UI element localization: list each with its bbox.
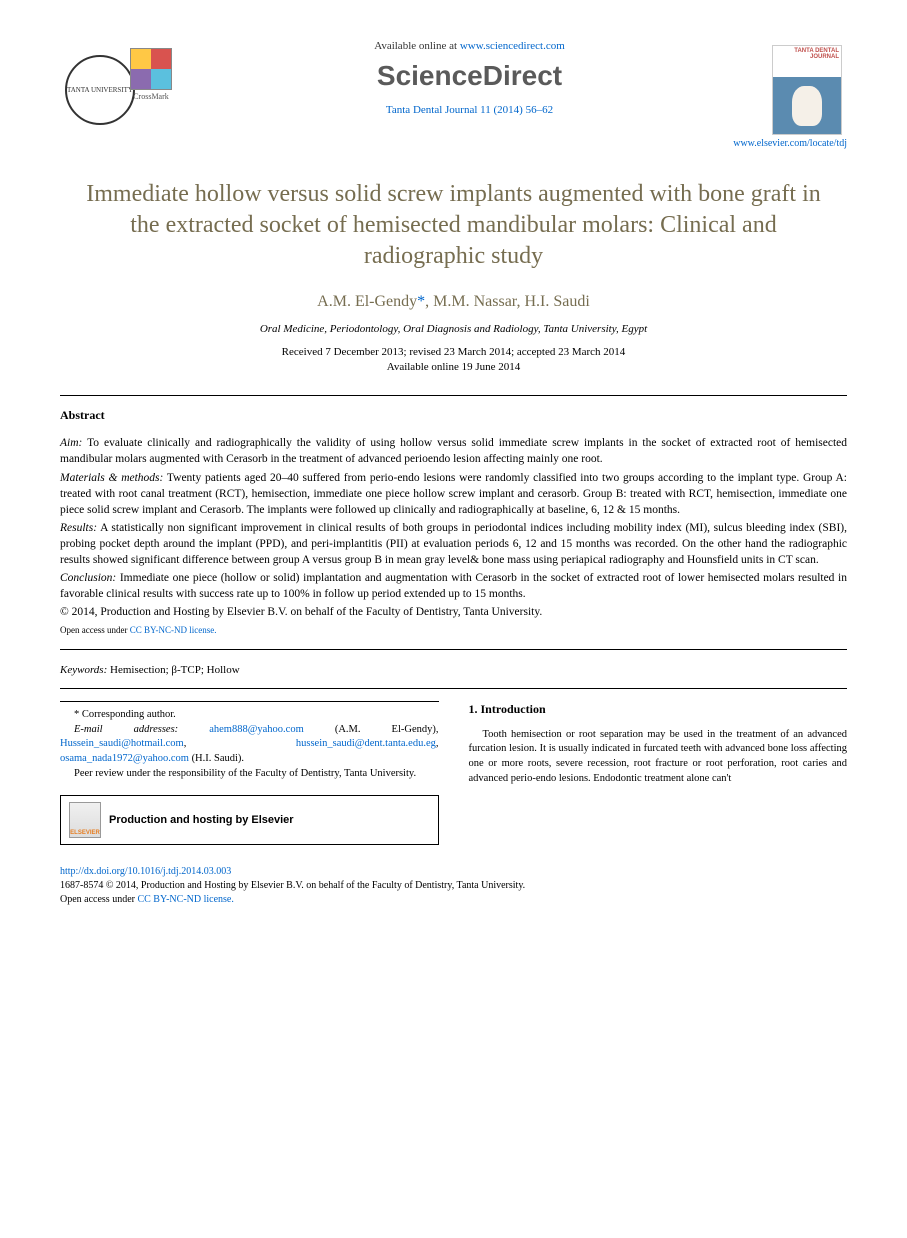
email-addresses: E-mail addresses: ahem888@yahoo.com (A.M… [60,723,439,767]
crossmark-icon [130,48,172,90]
sciencedirect-logo: ScienceDirect [172,60,767,92]
peer-review-note: Peer review under the responsibility of … [60,767,439,782]
results-text: A statistically non significant improvem… [60,522,847,566]
authors: A.M. El-Gendy*, M.M. Nassar, H.I. Saudi [60,293,847,311]
crossmark-badge[interactable]: CrossMark [130,48,172,101]
issn-line: 1687-8574 © 2014, Production and Hosting… [60,879,847,893]
cover-title: TANTA DENTAL JOURNAL [773,48,839,60]
rule-bottom [60,688,847,689]
keywords-text: Hemisection; β-TCP; Hollow [107,664,239,676]
article-title: Immediate hollow versus solid screw impl… [80,179,827,273]
license-line: Open access under CC BY-NC-ND license. [60,624,847,637]
journal-cover-icon: TANTA DENTAL JOURNAL [772,45,842,135]
available-online: Available online at www.sciencedirect.co… [172,40,767,52]
conclusion-text: Immediate one piece (hollow or solid) im… [60,572,847,600]
crossmark-label: CrossMark [130,92,172,101]
copyright-line: © 2014, Production and Hosting by Elsevi… [60,604,847,620]
footer-license: Open access under CC BY-NC-ND license. [60,893,847,907]
author-name-4: (H.I. Saudi). [189,753,244,764]
methods-text: Twenty patients aged 20–40 suffered from… [60,472,847,516]
dates-received: Received 7 December 2013; revised 23 Mar… [60,345,847,360]
results-label: Results: [60,522,97,534]
license-prefix: Open access under [60,625,130,635]
locate-link[interactable]: www.elsevier.com/locate/tdj [60,138,847,149]
two-column-area: * Corresponding author. E-mail addresses… [60,701,847,845]
rule-mid [60,649,847,650]
license-link[interactable]: CC BY-NC-ND license. [130,625,217,635]
tooth-icon [792,86,822,126]
tanta-logo: TANTA UNIVERSITY [60,40,140,140]
doi-link[interactable]: http://dx.doi.org/10.1016/j.tdj.2014.03.… [60,866,231,877]
intro-paragraph: Tooth hemisection or root separation may… [469,728,848,787]
header-center: Available online at www.sciencedirect.co… [172,40,767,116]
sep2: , [184,738,296,749]
available-url-link[interactable]: www.sciencedirect.com [460,40,565,52]
author-list: A.M. El-Gendy*, M.M. Nassar, H.I. Saudi [317,293,590,310]
sep3: , [436,738,439,749]
tanta-seal-icon: TANTA UNIVERSITY [65,55,135,125]
tanta-label: TANTA UNIVERSITY [67,86,133,94]
abstract-body: Aim: To evaluate clinically and radiogra… [60,435,847,637]
email-link-2[interactable]: Hussein_saudi@hotmail.com [60,738,184,749]
author-name-1: (A.M. El-Gendy), [304,724,439,735]
aim-text: To evaluate clinically and radiographica… [60,437,847,465]
journal-cover: TANTA DENTAL JOURNAL [767,40,847,140]
aim-label: Aim: [60,437,82,449]
email-label: E-mail addresses: [74,724,178,735]
keywords: Keywords: Hemisection; β-TCP; Hollow [60,664,847,676]
locate-url[interactable]: www.elsevier.com/locate/tdj [733,138,847,149]
available-prefix: Available online at [374,40,460,52]
keywords-label: Keywords: [60,664,107,676]
corresponding-asterisk: * [417,293,425,310]
article-dates: Received 7 December 2013; revised 23 Mar… [60,345,847,376]
footer-license-link[interactable]: CC BY-NC-ND license. [137,894,233,905]
hosting-text: Production and hosting by Elsevier [109,813,294,828]
elsevier-tree-icon: ELSEVIER [69,802,101,838]
methods-label: Materials & methods: [60,472,163,484]
introduction-column: 1. Introduction Tooth hemisection or roo… [469,701,848,845]
corresponding-author-block: * Corresponding author. E-mail addresses… [60,701,439,845]
elsevier-mini-label: ELSEVIER [70,829,100,837]
abstract-heading: Abstract [60,408,847,423]
intro-heading: 1. Introduction [469,701,848,718]
affiliation: Oral Medicine, Periodontology, Oral Diag… [60,323,847,335]
corresponding-label: * Corresponding author. [60,708,439,723]
conclusion-label: Conclusion: [60,572,116,584]
email-link-4[interactable]: osama_nada1972@yahoo.com [60,753,189,764]
header-row: TANTA UNIVERSITY CrossMark Available onl… [60,40,847,140]
email-link-3[interactable]: hussein_saudi@dent.tanta.edu.eg [296,738,436,749]
dates-online: Available online 19 June 2014 [60,360,847,375]
email-link-1[interactable]: ahem888@yahoo.com [209,724,304,735]
page-footer: http://dx.doi.org/10.1016/j.tdj.2014.03.… [60,865,847,907]
rule-top [60,395,847,396]
journal-reference[interactable]: Tanta Dental Journal 11 (2014) 56–62 [172,104,767,116]
footer-license-prefix: Open access under [60,894,137,905]
hosting-box: ELSEVIER Production and hosting by Elsev… [60,795,439,845]
